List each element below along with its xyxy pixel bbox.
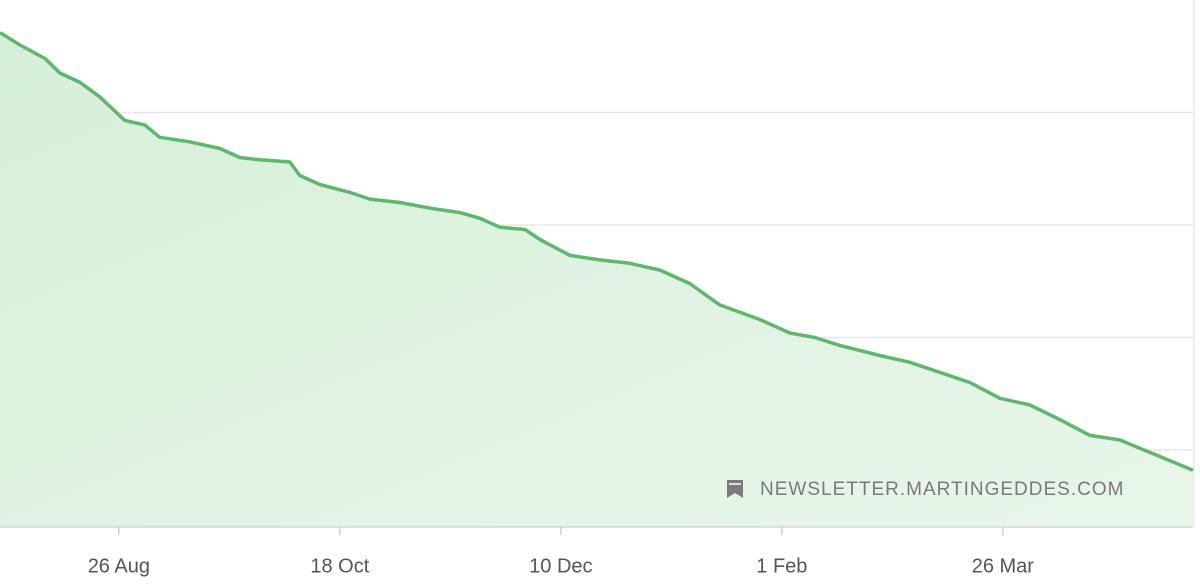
line	[0, 31, 1194, 472]
x-tick-label: 18 Oct	[310, 555, 369, 577]
x-tick-label: 10 Dec	[529, 555, 592, 577]
x-tick-label: 26 Aug	[88, 555, 150, 577]
watermark: NEWSLETTER.MARTINGEDDES.COM	[727, 479, 1124, 500]
x-tick-label: 26 Mar	[972, 555, 1035, 577]
watermark-text: NEWSLETTER.MARTINGEDDES.COM	[760, 479, 1124, 500]
x-tick-label: 1 Feb	[756, 555, 807, 577]
area-fill	[0, 32, 1193, 527]
